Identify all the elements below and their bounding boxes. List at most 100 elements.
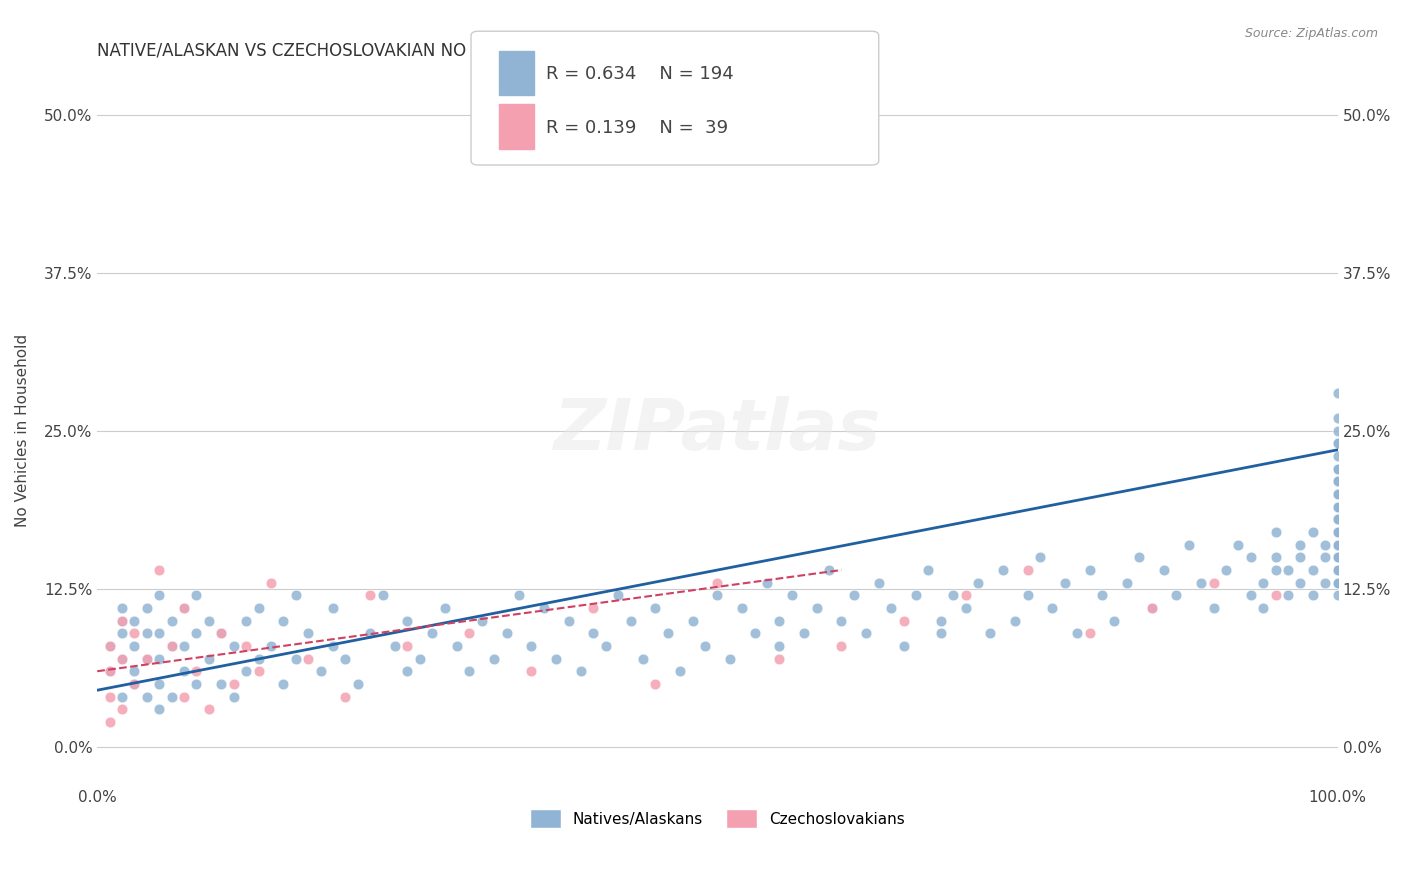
Point — [855, 626, 877, 640]
Point — [1215, 563, 1237, 577]
Point — [1326, 563, 1348, 577]
Point — [1315, 538, 1337, 552]
Point — [396, 664, 419, 678]
Point — [98, 639, 121, 653]
Point — [1277, 588, 1299, 602]
Point — [508, 588, 530, 602]
Point — [297, 626, 319, 640]
Point — [186, 588, 208, 602]
Point — [1066, 626, 1088, 640]
Point — [160, 614, 183, 628]
Point — [1289, 575, 1312, 590]
Point — [1017, 563, 1039, 577]
Point — [1326, 411, 1348, 425]
Point — [1326, 512, 1348, 526]
Point — [1326, 385, 1348, 400]
Point — [768, 639, 790, 653]
Text: R = 0.634    N = 194: R = 0.634 N = 194 — [546, 65, 734, 83]
Point — [209, 626, 232, 640]
Point — [173, 664, 195, 678]
Point — [173, 639, 195, 653]
Point — [1227, 538, 1250, 552]
Point — [1326, 487, 1348, 501]
Point — [842, 588, 865, 602]
Point — [186, 626, 208, 640]
Point — [396, 614, 419, 628]
Point — [1326, 588, 1348, 602]
Point — [644, 601, 666, 615]
Point — [669, 664, 692, 678]
Point — [1326, 512, 1348, 526]
Point — [322, 601, 344, 615]
Point — [1040, 601, 1063, 615]
Point — [297, 651, 319, 665]
Point — [756, 575, 779, 590]
Point — [1264, 524, 1286, 539]
Point — [880, 601, 903, 615]
Point — [1202, 575, 1225, 590]
Text: Source: ZipAtlas.com: Source: ZipAtlas.com — [1244, 27, 1378, 40]
Point — [1302, 588, 1324, 602]
Point — [1326, 462, 1348, 476]
Point — [780, 588, 803, 602]
Point — [247, 664, 270, 678]
Point — [1029, 550, 1052, 565]
Point — [1140, 601, 1163, 615]
Point — [124, 639, 146, 653]
Point — [1326, 500, 1348, 514]
Point — [1326, 538, 1348, 552]
Point — [979, 626, 1001, 640]
Point — [706, 575, 728, 590]
Point — [98, 714, 121, 729]
Point — [148, 651, 170, 665]
Point — [582, 601, 605, 615]
Point — [631, 651, 654, 665]
Point — [1326, 500, 1348, 514]
Point — [309, 664, 332, 678]
Point — [1017, 588, 1039, 602]
Point — [111, 702, 134, 716]
Point — [111, 651, 134, 665]
Point — [1326, 524, 1348, 539]
Point — [98, 639, 121, 653]
Point — [1326, 563, 1348, 577]
Point — [1326, 424, 1348, 438]
Point — [1326, 487, 1348, 501]
Point — [482, 651, 505, 665]
Point — [731, 601, 754, 615]
Point — [1326, 575, 1348, 590]
Point — [1302, 563, 1324, 577]
Point — [335, 651, 357, 665]
Point — [1326, 512, 1348, 526]
Point — [409, 651, 432, 665]
Point — [1326, 475, 1348, 489]
Point — [1326, 487, 1348, 501]
Point — [1264, 550, 1286, 565]
Point — [359, 626, 381, 640]
Legend: Natives/Alaskans, Czechoslovakians: Natives/Alaskans, Czechoslovakians — [524, 804, 911, 834]
Point — [1251, 575, 1274, 590]
Text: ZIPatlas: ZIPatlas — [554, 396, 882, 466]
Point — [744, 626, 766, 640]
Point — [520, 639, 543, 653]
Point — [222, 690, 245, 704]
Point — [98, 664, 121, 678]
Point — [235, 639, 257, 653]
Point — [1326, 487, 1348, 501]
Point — [917, 563, 939, 577]
Point — [1326, 538, 1348, 552]
Point — [222, 639, 245, 653]
Point — [1326, 563, 1348, 577]
Text: NATIVE/ALASKAN VS CZECHOSLOVAKIAN NO VEHICLES IN HOUSEHOLD CORRELATION CHART: NATIVE/ALASKAN VS CZECHOSLOVAKIAN NO VEH… — [97, 42, 872, 60]
Point — [1326, 512, 1348, 526]
Point — [271, 677, 294, 691]
Point — [533, 601, 555, 615]
Point — [111, 614, 134, 628]
Point — [1326, 538, 1348, 552]
Point — [173, 690, 195, 704]
Point — [1326, 475, 1348, 489]
Point — [1240, 588, 1263, 602]
Point — [868, 575, 890, 590]
Point — [1326, 462, 1348, 476]
Point — [247, 651, 270, 665]
